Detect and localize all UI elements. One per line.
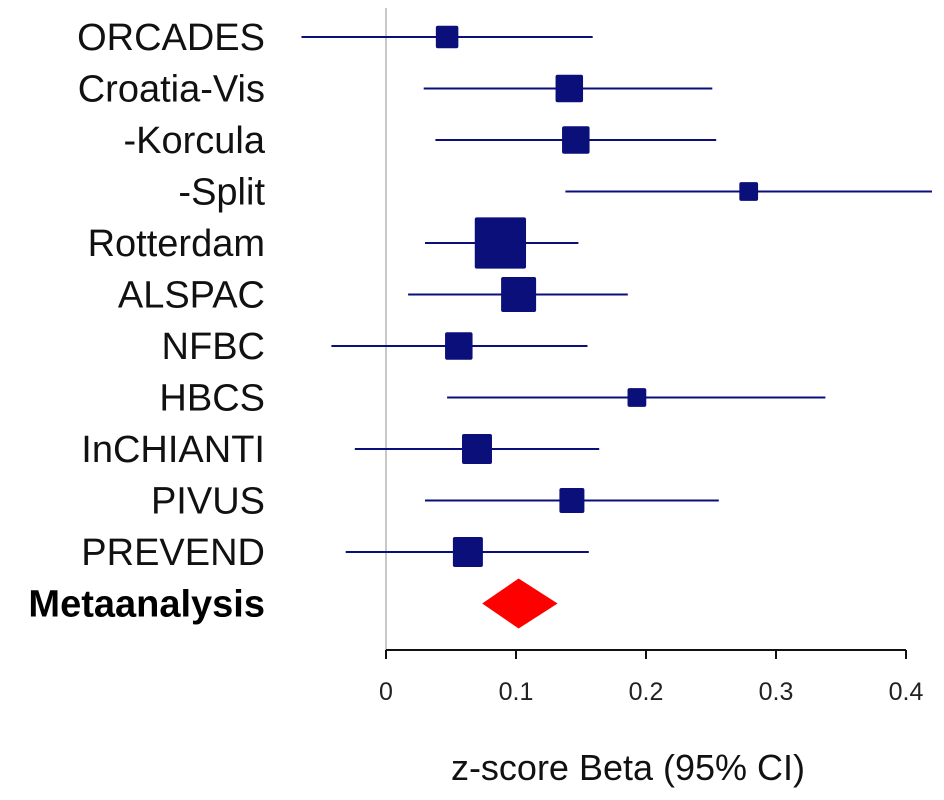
study-row: PREVEND (81, 532, 589, 574)
study-row: ALSPAC (118, 275, 628, 317)
x-axis: 0 0.1 0.2 0.3 0.4 (379, 649, 924, 706)
study-row: PIVUS (151, 481, 719, 523)
study-label: ALSPAC (118, 275, 265, 317)
x-tick-label: 0.4 (889, 678, 924, 706)
effect-estimate-box (435, 25, 459, 49)
study-row: -Korcula (124, 120, 717, 162)
study-label: -Korcula (124, 120, 266, 162)
meta-analysis-label: Metaanalysis (28, 584, 265, 626)
study-label: HBCS (159, 378, 265, 420)
effect-estimate-box (555, 74, 584, 103)
effect-estimate-box (501, 277, 537, 312)
study-row: Rotterdam (88, 217, 579, 269)
study-row: NFBC (162, 326, 588, 368)
x-tick-label: 0 (379, 678, 393, 706)
study-label: InCHIANTI (81, 429, 265, 471)
study-row: -Split (178, 172, 932, 214)
meta-analysis-row: Metaanalysis (28, 578, 558, 629)
effect-estimate-box (559, 488, 585, 513)
x-tick-label: 0.3 (759, 678, 794, 706)
study-label: PREVEND (81, 532, 265, 574)
x-tick-label: 0.1 (499, 678, 534, 706)
study-row: InCHIANTI (81, 429, 600, 471)
study-label: -Split (178, 172, 265, 214)
effect-estimate-box (627, 388, 647, 407)
study-label: Croatia-Vis (78, 69, 265, 111)
study-row: Croatia-Vis (78, 69, 713, 111)
effect-estimate-box (462, 434, 492, 464)
effect-estimate-box (474, 217, 527, 269)
meta-analysis-diamond (482, 578, 558, 629)
study-label: Rotterdam (88, 223, 265, 265)
x-tick-label: 0.2 (629, 678, 664, 706)
study-label: NFBC (162, 326, 265, 368)
study-label: ORCADES (77, 17, 265, 59)
effect-estimate-box (562, 126, 590, 154)
study-row: HBCS (159, 378, 826, 420)
study-row: ORCADES (77, 17, 593, 59)
effect-estimate-box (739, 182, 759, 201)
study-label: PIVUS (151, 481, 265, 523)
x-axis-title: z-score Beta (95% CI) (451, 747, 805, 788)
effect-estimate-box (445, 332, 473, 360)
effect-estimate-box (452, 537, 483, 567)
